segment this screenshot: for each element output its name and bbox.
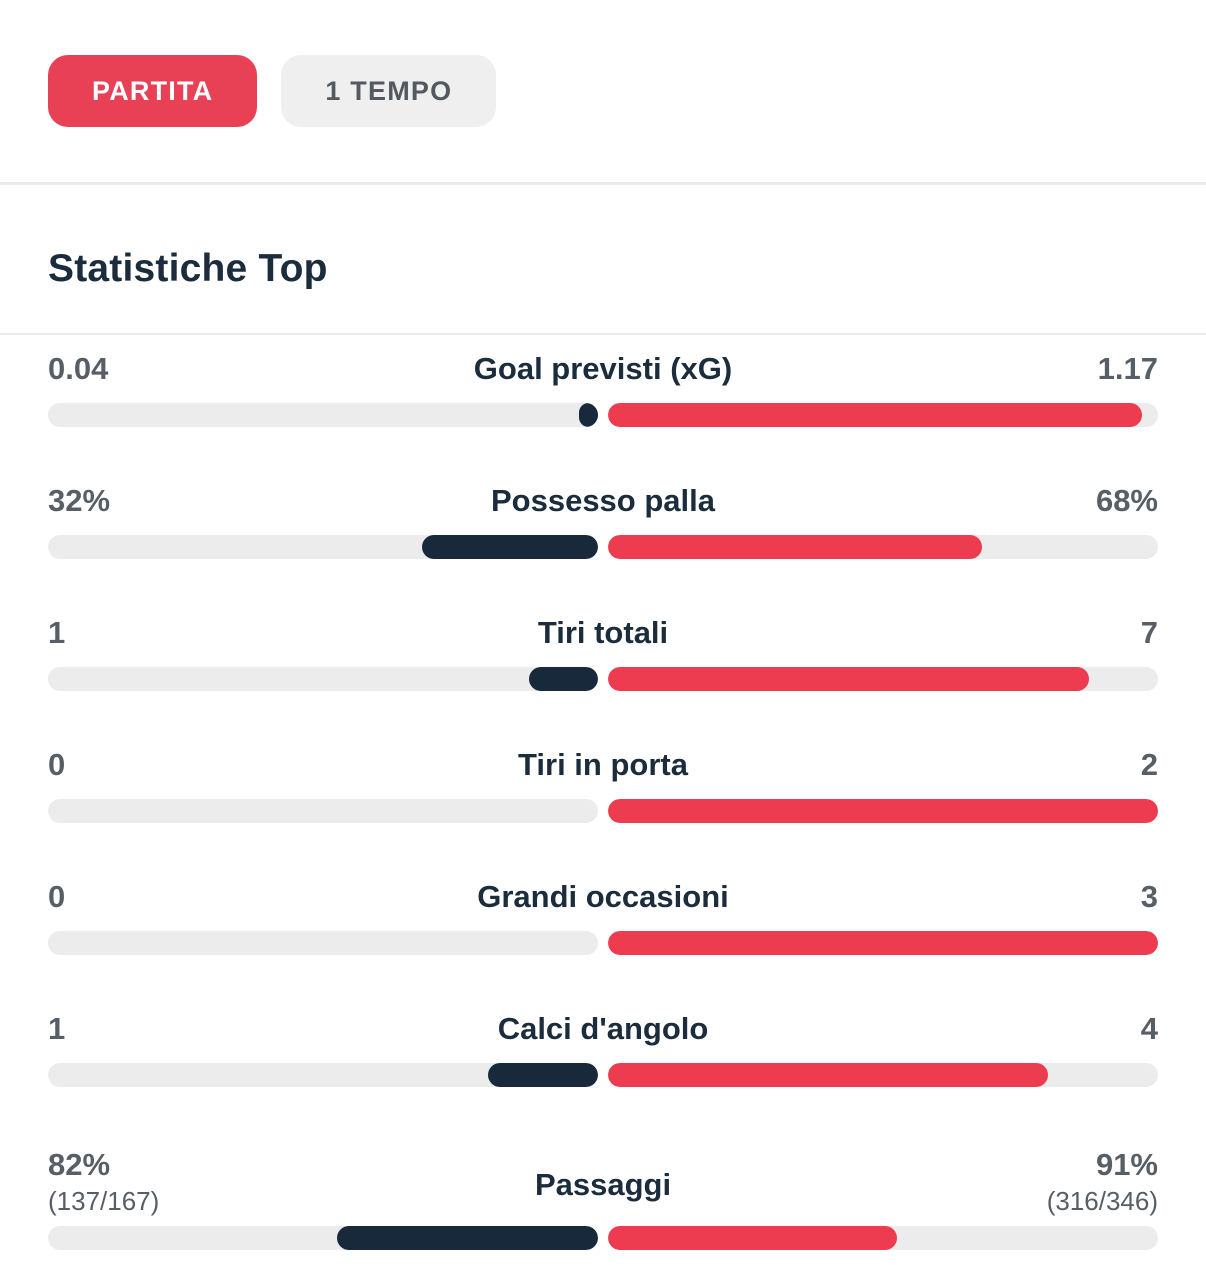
period-tabs: PARTITA 1 TEMPO bbox=[0, 0, 1206, 127]
away-bar-fill bbox=[608, 799, 1158, 823]
away-bar-track bbox=[608, 667, 1158, 691]
stats-list: 0.04 Goal previsti (xG) 1.17 32% Possess… bbox=[0, 335, 1206, 1272]
home-value-detail: (137/167) bbox=[48, 1186, 160, 1216]
home-bar-fill bbox=[578, 403, 598, 427]
home-bar-track bbox=[48, 535, 598, 559]
stat-row-shots-on-target: 0 Tiri in porta 2 bbox=[48, 731, 1158, 863]
stat-row-possession: 32% Possesso palla 68% bbox=[48, 467, 1158, 599]
tab-partita[interactable]: PARTITA bbox=[48, 55, 258, 127]
stat-row-xg: 0.04 Goal previsti (xG) 1.17 bbox=[48, 335, 1158, 467]
stat-label: Calci d'angolo bbox=[497, 1011, 709, 1046]
away-bar-track bbox=[608, 1226, 1158, 1250]
home-value: 0 bbox=[48, 747, 66, 782]
home-value: 1 bbox=[48, 615, 66, 650]
away-bar-fill bbox=[608, 1063, 1048, 1087]
home-bar-track bbox=[48, 799, 598, 823]
away-value-stack: 91% (316/346) bbox=[998, 1146, 1158, 1218]
stat-label: Possesso palla bbox=[490, 483, 715, 518]
stat-row-total-shots: 1 Tiri totali 7 bbox=[48, 599, 1158, 731]
away-value: 68% bbox=[1095, 483, 1158, 518]
away-bar-track bbox=[608, 403, 1158, 427]
stat-label: Tiri totali bbox=[537, 615, 669, 650]
stat-bar bbox=[48, 1226, 1158, 1250]
stat-bar bbox=[48, 403, 1158, 427]
home-bar-fill bbox=[422, 535, 598, 559]
home-bar-track bbox=[48, 403, 598, 427]
home-bar-track bbox=[48, 1063, 598, 1087]
home-value: 0 bbox=[48, 879, 66, 914]
stat-bar bbox=[48, 1063, 1158, 1087]
away-bar-fill bbox=[608, 535, 982, 559]
away-bar-fill bbox=[608, 403, 1142, 427]
home-bar-fill bbox=[337, 1226, 598, 1250]
stat-label: Tiri in porta bbox=[518, 747, 688, 782]
stat-row-corners: 1 Calci d'angolo 4 bbox=[48, 995, 1158, 1127]
home-bar-track bbox=[48, 931, 598, 955]
away-bar-track bbox=[608, 535, 1158, 559]
stat-bar bbox=[48, 667, 1158, 691]
away-bar-track bbox=[608, 799, 1158, 823]
away-value: 7 bbox=[1140, 615, 1158, 650]
stat-bar bbox=[48, 535, 1158, 559]
home-value: 82% bbox=[48, 1147, 111, 1182]
home-value: 32% bbox=[48, 483, 111, 518]
away-bar-fill bbox=[608, 667, 1090, 691]
away-value: 3 bbox=[1140, 879, 1158, 914]
home-bar-track bbox=[48, 1226, 598, 1250]
stat-row-passes: 82% (137/167) Passaggi 91% (316/346) bbox=[48, 1127, 1158, 1272]
stat-label: Goal previsti (xG) bbox=[473, 351, 733, 386]
away-value: 91% bbox=[1095, 1147, 1158, 1182]
divider bbox=[0, 182, 1206, 185]
stat-bar bbox=[48, 931, 1158, 955]
stat-bar bbox=[48, 799, 1158, 823]
home-value: 0.04 bbox=[48, 351, 109, 386]
stat-label: Grandi occasioni bbox=[477, 879, 729, 914]
away-bar-fill bbox=[608, 1226, 898, 1250]
away-value: 2 bbox=[1140, 747, 1158, 782]
away-value: 1.17 bbox=[1097, 351, 1158, 386]
away-value: 4 bbox=[1140, 1011, 1158, 1046]
home-value-stack: 82% (137/167) bbox=[48, 1146, 208, 1218]
tab-1-tempo[interactable]: 1 TEMPO bbox=[281, 55, 497, 127]
stat-row-big-chances: 0 Grandi occasioni 3 bbox=[48, 863, 1158, 995]
home-bar-fill bbox=[488, 1063, 598, 1087]
home-bar-track bbox=[48, 667, 598, 691]
stat-label: Passaggi bbox=[534, 1167, 672, 1202]
divider bbox=[0, 333, 1206, 335]
away-value-detail: (316/346) bbox=[1046, 1186, 1158, 1216]
away-bar-track bbox=[608, 931, 1158, 955]
section-title: Statistiche Top bbox=[48, 247, 328, 290]
home-bar-fill bbox=[529, 667, 598, 691]
away-bar-track bbox=[608, 1063, 1158, 1087]
home-value: 1 bbox=[48, 1011, 66, 1046]
away-bar-fill bbox=[608, 931, 1158, 955]
